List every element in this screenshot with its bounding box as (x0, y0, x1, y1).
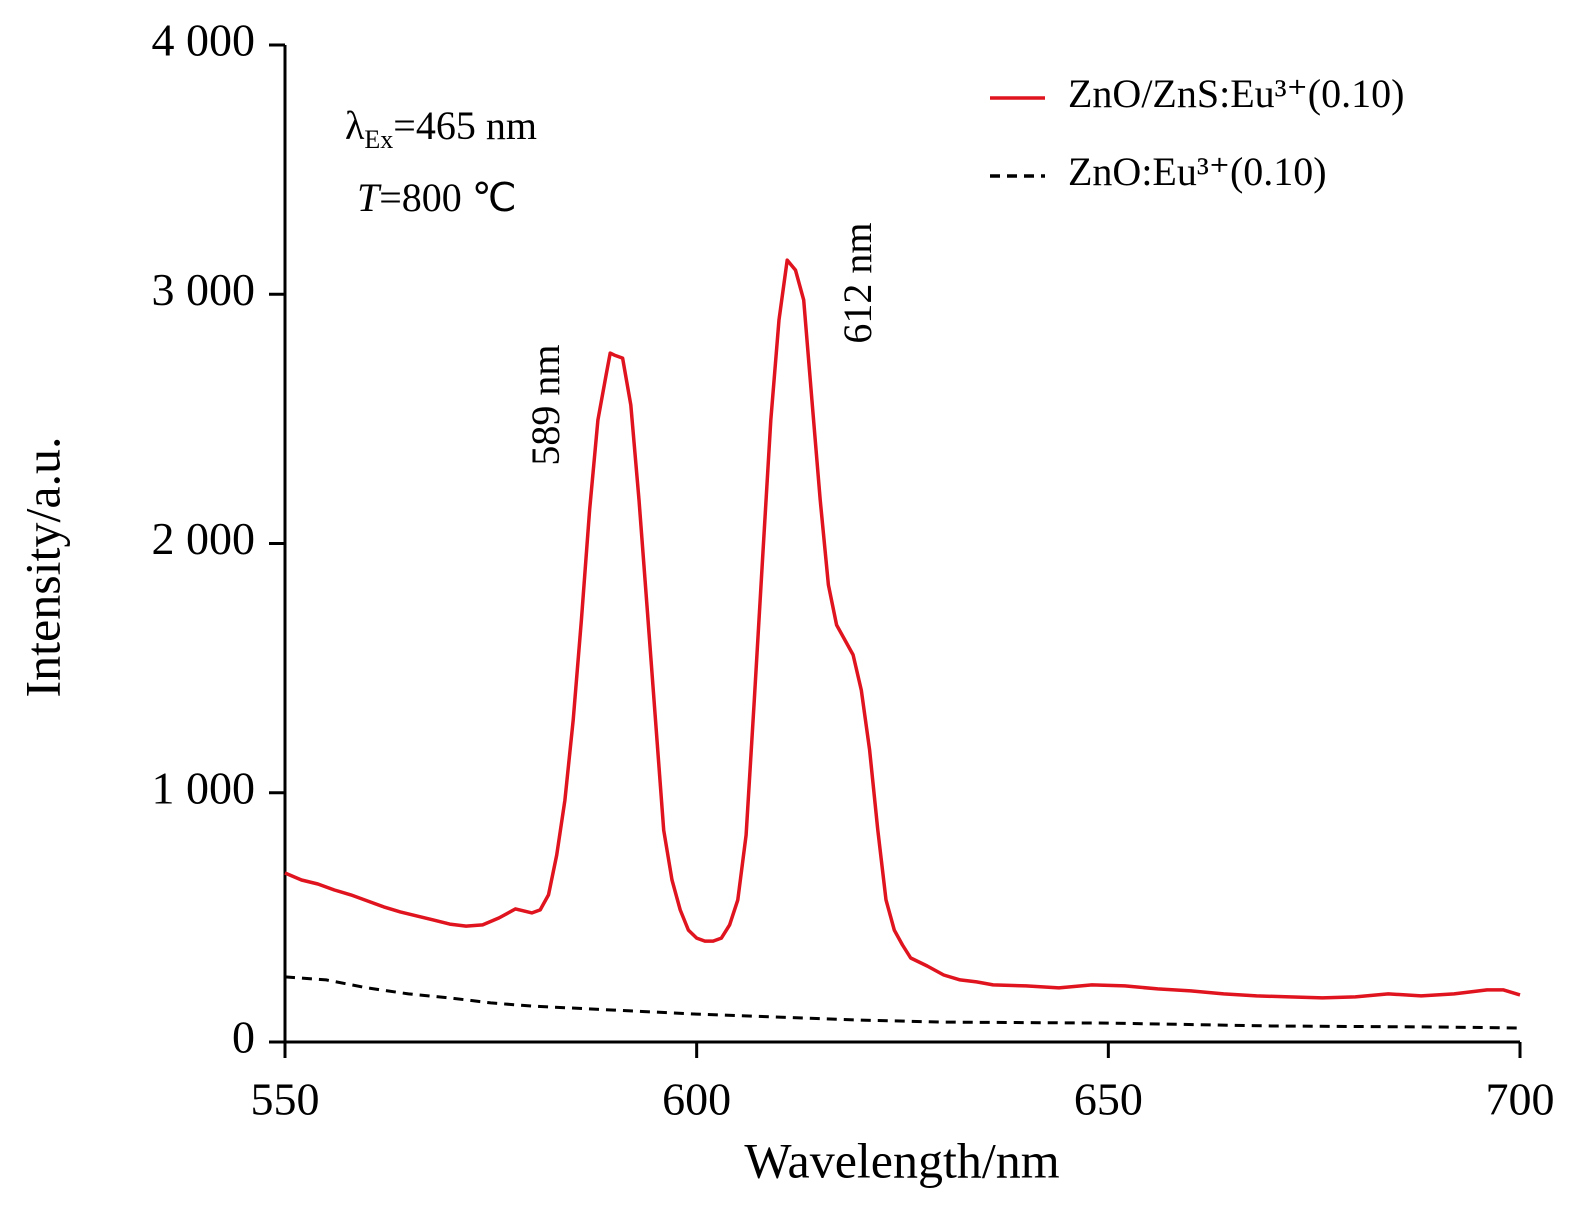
y-tick-label: 3 000 (152, 264, 256, 315)
x-tick-label: 650 (1074, 1074, 1143, 1125)
annotation-part: λ (345, 103, 365, 148)
annotation-part: =465 nm (393, 103, 537, 148)
annotation: λEx=465 nm (345, 103, 537, 154)
y-tick-label: 0 (232, 1012, 255, 1063)
peak-label: 612 nm (835, 222, 880, 343)
annotation-part: T (357, 175, 382, 220)
series-line (284, 258, 1521, 1000)
annotation: T=800 ℃ (357, 175, 517, 220)
series-line (284, 975, 1521, 1030)
x-tick-label: 550 (251, 1074, 320, 1125)
annotation-part: Ex (364, 125, 393, 154)
peak-label: 589 nm (523, 344, 568, 465)
annotation-part: =800 ℃ (379, 175, 516, 220)
legend-label: ZnO/ZnS:Eu³⁺(0.10) (1068, 71, 1404, 116)
x-tick-label: 700 (1486, 1074, 1555, 1125)
x-axis-label: Wavelength/nm (744, 1132, 1059, 1188)
y-axis-label: Intensity/a.u. (14, 436, 70, 697)
y-tick-label: 4 000 (152, 15, 256, 66)
y-tick-label: 2 000 (152, 513, 256, 564)
legend-label: ZnO:Eu³⁺(0.10) (1068, 149, 1327, 194)
y-tick-label: 1 000 (152, 762, 256, 813)
x-tick-label: 600 (662, 1074, 731, 1125)
